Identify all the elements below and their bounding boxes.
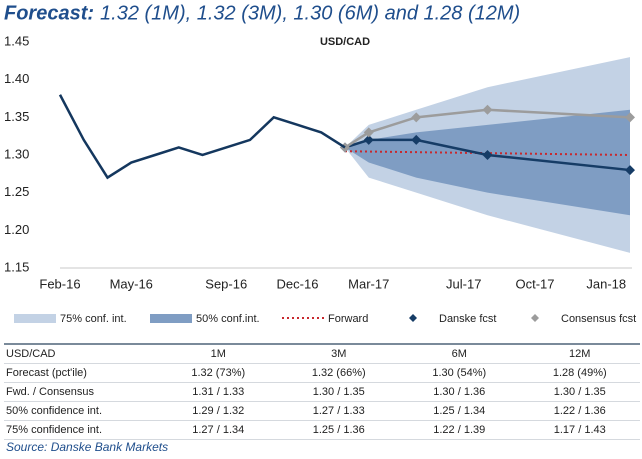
- table-cell: 1.25 / 1.36: [278, 420, 399, 440]
- marker: [625, 112, 635, 123]
- forecast-table: USD/CAD 1M 3M 6M 12M Forecast (pct'ile) 1.32 (…: [4, 343, 640, 440]
- marker: [411, 134, 422, 145]
- x-tick-label: Jan-18: [586, 276, 626, 291]
- legend-swatch: [531, 314, 539, 322]
- legend-label: 75% conf. int.: [60, 313, 127, 325]
- x-tick-label: Sep-16: [205, 276, 247, 291]
- marker: [482, 104, 493, 115]
- series-line: [58, 94, 346, 180]
- x-tick-label: May-16: [110, 276, 153, 291]
- marker: [625, 165, 635, 176]
- table-cell: 12M: [519, 343, 640, 364]
- x-tick-label: Jul-17: [446, 276, 481, 291]
- table-cell: 1.30 (54%): [399, 363, 520, 383]
- title-label: Forecast:: [4, 2, 94, 24]
- marker: [363, 134, 374, 145]
- legend-label: 50% conf.int.: [196, 313, 260, 325]
- table-row: Forecast (pct'ile) 1.32 (73%) 1.32 (66%) 1.…: [4, 363, 640, 383]
- table-cell: 1.31 / 1.33: [158, 382, 279, 402]
- plot-title: USD/CAD: [320, 36, 370, 48]
- legend-label: Consensus fcst: [561, 313, 636, 325]
- table-row: Fwd. / Consensus 1.31 / 1.33 1.30 / 1.35 1.…: [4, 382, 640, 402]
- table-cell: 1.22 / 1.36: [519, 401, 640, 421]
- table-cell: 1.30 / 1.35: [519, 382, 640, 402]
- table-cell: 1.17 / 1.43: [519, 420, 640, 440]
- y-tick-label: 1.30: [4, 146, 29, 161]
- table-cell: 1M: [158, 343, 279, 364]
- x-tick-label: Mar-17: [348, 276, 389, 291]
- chart: Forecast: 1.32 (1M), 1.32 (3M), 1.30 (6M…: [4, 2, 636, 325]
- table-cell: 1.27 / 1.33: [278, 401, 399, 421]
- y-tick-label: 1.35: [4, 109, 29, 124]
- x-tick-label: Feb-16: [39, 276, 80, 291]
- y-tick-label: 1.40: [4, 71, 29, 86]
- marker: [363, 127, 374, 138]
- legend-label: Forward: [328, 313, 368, 325]
- title: 1.32 (1M), 1.32 (3M), 1.30 (6M) and 1.28…: [100, 2, 520, 24]
- table-cell: 1.30 / 1.36: [399, 382, 520, 402]
- table-cell: 1.22 / 1.39: [399, 420, 520, 440]
- table-cell: 1.25 / 1.34: [399, 401, 520, 421]
- table-cell: 6M: [399, 343, 520, 364]
- legend-swatch: [14, 314, 56, 323]
- table-cell: 1.32 (66%): [278, 363, 399, 383]
- y-tick-label: 1.25: [4, 184, 29, 199]
- table-cell: 50% confidence int.: [4, 401, 158, 421]
- table-cell: 1.27 / 1.34: [158, 420, 279, 440]
- x-tick-label: Oct-17: [515, 276, 554, 291]
- table-cell: 1.29 / 1.32: [158, 401, 279, 421]
- source: Source: Danske Bank Markets: [6, 440, 169, 454]
- table-cell: 1.32 (73%): [158, 363, 279, 383]
- y-tick-label: 1.20: [4, 222, 29, 237]
- marker: [411, 112, 422, 123]
- table-cell: Forecast (pct'ile): [4, 363, 158, 383]
- table-cell: USD/CAD: [4, 343, 158, 364]
- table-cell: 1.30 / 1.35: [278, 382, 399, 402]
- table-row: 75% confidence int. 1.27 / 1.34 1.25 / 1.3…: [4, 420, 640, 440]
- table-row: USD/CAD 1M 3M 6M 12M: [4, 343, 640, 364]
- table-cell: Fwd. / Consensus: [4, 382, 158, 402]
- table-cell: 1.28 (49%): [519, 363, 640, 383]
- y-tick-label: 1.45: [4, 33, 29, 48]
- y-tick-label: 1.15: [4, 259, 29, 274]
- x-tick-label: Dec-16: [277, 276, 319, 291]
- legend-label: Danske fcst: [439, 313, 496, 325]
- legend-swatch: [150, 314, 192, 323]
- table-cell: 3M: [278, 343, 399, 364]
- marker: [482, 150, 493, 160]
- legend-swatch: [409, 314, 417, 322]
- table-row: 50% confidence int. 1.29 / 1.32 1.27 / 1.3…: [4, 401, 640, 421]
- table-cell: 75% confidence int.: [4, 420, 158, 440]
